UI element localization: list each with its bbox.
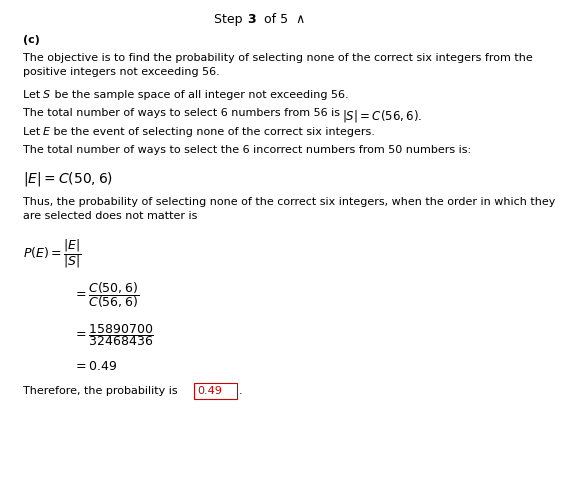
Text: The total number of ways to select the 6 incorrect numbers from 50 numbers is:: The total number of ways to select the 6…	[23, 145, 471, 155]
Text: Therefore, the probability is: Therefore, the probability is	[23, 386, 181, 396]
Text: $=\dfrac{C(50,6)}{C(56,6)}$: $=\dfrac{C(50,6)}{C(56,6)}$	[73, 280, 139, 309]
Text: be the event of selecting none of the correct six integers.: be the event of selecting none of the co…	[50, 127, 375, 137]
Text: $|S|=C(56,6).$: $|S|=C(56,6).$	[342, 108, 422, 124]
Text: S: S	[43, 90, 50, 100]
Text: $P(E)=\dfrac{|E|}{|S|}$: $P(E)=\dfrac{|E|}{|S|}$	[23, 237, 82, 270]
Text: $|E|=C(50,6)$: $|E|=C(50,6)$	[23, 170, 113, 188]
Text: Thus, the probability of selecting none of the correct six integers, when the or: Thus, the probability of selecting none …	[23, 197, 555, 221]
Text: 3: 3	[247, 13, 256, 26]
Text: Let: Let	[23, 90, 44, 100]
Text: $=\dfrac{15890700}{32468436}$: $=\dfrac{15890700}{32468436}$	[73, 323, 153, 348]
Text: The total number of ways to select 6 numbers from 56 is: The total number of ways to select 6 num…	[23, 108, 347, 118]
Text: The objective is to find the probability of selecting none of the correct six in: The objective is to find the probability…	[23, 53, 533, 77]
Text: Let: Let	[23, 127, 44, 137]
Text: Step: Step	[214, 13, 247, 26]
Text: (c): (c)	[23, 35, 40, 45]
Text: E: E	[43, 127, 50, 137]
Text: be the sample space of all integer not exceeding 56.: be the sample space of all integer not e…	[51, 90, 349, 100]
FancyBboxPatch shape	[194, 383, 237, 399]
Text: of 5  ∧: of 5 ∧	[260, 13, 305, 26]
Text: 0.49: 0.49	[197, 386, 222, 396]
Text: $=0.49$: $=0.49$	[73, 360, 117, 373]
Text: .: .	[239, 386, 242, 396]
